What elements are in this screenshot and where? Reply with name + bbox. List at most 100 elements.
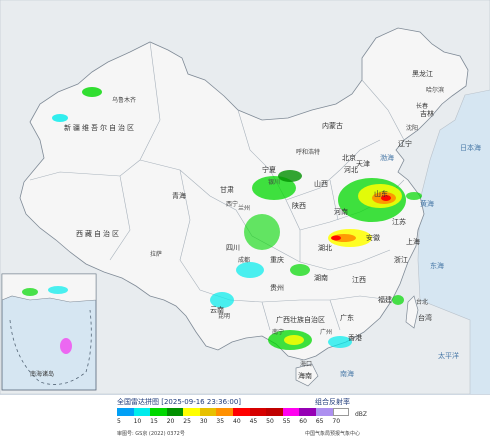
label-heilongjiang: 黑龙江 [412,69,433,78]
label-hebei: 河北 [344,166,358,174]
sea-huanghai: 黄海 [420,199,434,208]
scale-tick-label: 35 [216,418,225,425]
mosaic-title: 全国雷达拼图 [2025-09-16 23:36:00] [117,398,242,406]
scale-tick-label: 65 [315,418,324,425]
label-jiangxi: 江西 [352,276,366,284]
label-hubei: 湖北 [318,243,332,252]
echo [278,170,302,182]
city-harbin: 哈尔滨 [426,86,444,94]
label-henan: 河南 [334,207,348,216]
inset-label-nanhai-islands: 南海诸岛 [30,370,54,378]
label-chongqing: 重庆 [270,255,284,264]
city-kunming: 昆明 [218,313,230,320]
scale-swatch [150,408,167,416]
city-guangzhou: 广州 [320,328,332,336]
label-zhejiang: 浙江 [394,255,408,264]
city-nanning: 南宁 [272,328,284,336]
sea-japan: 日本海 [460,143,481,152]
sea-nanhai: 南海 [340,369,354,378]
echo [381,195,391,201]
scale-tick-label: 40 [233,418,241,425]
scale-swatch [133,408,151,416]
china-radar-map[interactable]: 新疆维吾尔自治区 西藏自治区 青海 黑龙江 吉林 辽宁 内蒙古 甘肃 宁夏 陕西… [0,0,490,394]
scale-tick-label: 30 [199,418,208,425]
label-guangdong: 广东 [340,313,354,322]
label-shanghai: 上海 [406,237,420,246]
echo [331,235,341,241]
echo [52,114,68,122]
scale-tick-label: 45 [249,418,258,425]
scale-ticks: 5 10 15 20 25 30 35 40 45 50 55 60 65 70 [112,418,364,428]
city-yinchuan: 银川 [268,178,280,186]
scale-swatch [332,408,350,416]
scale-swatch [299,408,316,416]
echo [244,214,280,250]
scale-tick-label: 25 [183,418,191,425]
city-shenyang: 沈阳 [406,124,418,132]
city-lasa: 拉萨 [150,250,162,258]
scale-swatch [166,408,184,416]
unit-label: dBZ [355,411,368,418]
scale-swatch [282,408,300,416]
echo [406,192,422,200]
label-shaanxi: 陕西 [292,201,306,210]
echo [210,292,234,308]
label-taiwan: 台湾 [418,313,432,322]
scale-tick-label: 55 [282,418,291,425]
label-xinjiang: 新疆维吾尔自治区 [64,123,136,132]
echo [60,338,72,354]
center-text: 中国气象局预报气象中心 [305,431,361,437]
echo [284,335,304,345]
legend-panel: 全国雷达拼图 [2025-09-16 23:36:00] 组合反射率 dBZ 5… [0,394,490,440]
label-shanxi: 山西 [314,179,328,188]
scale-tick-label: 50 [266,418,274,425]
product-name: 组合反射率 [315,398,350,406]
label-jilin: 吉林 [420,109,434,118]
inset-dash-line [9,309,92,385]
scale-swatch [117,408,134,416]
city-changchun: 长春 [416,102,428,110]
scale-swatch [315,408,333,416]
label-sichuan: 四川 [226,244,240,252]
scale-tick-label: 10 [133,418,142,425]
label-hongkong: 香港 [348,333,362,342]
echo [392,295,404,305]
label-hainan: 海南 [298,371,312,380]
label-liaoning: 辽宁 [398,139,412,148]
echo [82,87,102,97]
scale-swatch [216,408,234,416]
scale-swatch [249,408,267,416]
scale-swatch [266,408,283,416]
label-gansu: 甘肃 [220,185,234,194]
sea-labels: 渤海 黄海 东海 南海 太平洋 日本海 [340,143,481,378]
echo [22,288,38,296]
city-xining: 西宁 [226,200,238,208]
color-scale [117,408,350,416]
scale-swatch [199,408,217,416]
city-labels: 乌鲁木齐 哈尔滨 长春 沈阳 拉萨 西宁 兰州 银川 呼和浩特 成都 昆明 南宁… [112,86,444,368]
label-guizhou: 贵州 [270,283,284,292]
label-jiangsu: 江苏 [392,217,406,226]
label-anhui: 安徽 [366,233,380,242]
label-fujian: 福建 [378,295,392,304]
region-labels: 新疆维吾尔自治区 西藏自治区 青海 黑龙江 吉林 辽宁 内蒙古 甘肃 宁夏 陕西… [64,69,434,380]
sea-bohai: 渤海 [380,153,394,162]
hainan-island [295,363,319,387]
echo [236,262,264,278]
nanhai-inset: 南海诸岛 [1,273,97,391]
scale-tick-label: 20 [166,418,175,425]
label-shandong: 山东 [374,189,388,198]
scale-swatch [233,408,250,416]
city-taibei: 台北 [416,298,428,306]
label-beijing: 北京 [342,153,356,162]
echo [48,286,68,294]
scale-swatch [183,408,200,416]
echo [252,176,296,200]
label-guangxi: 广西壮族自治区 [276,315,325,324]
sea-donghai: 东海 [430,261,444,270]
label-yunnan: 云南 [210,305,224,314]
credit-text: 审图号: GS京 (2022) 0372号 [117,431,185,437]
radar-echoes [52,87,422,350]
city-haikou: 海口 [300,360,312,368]
